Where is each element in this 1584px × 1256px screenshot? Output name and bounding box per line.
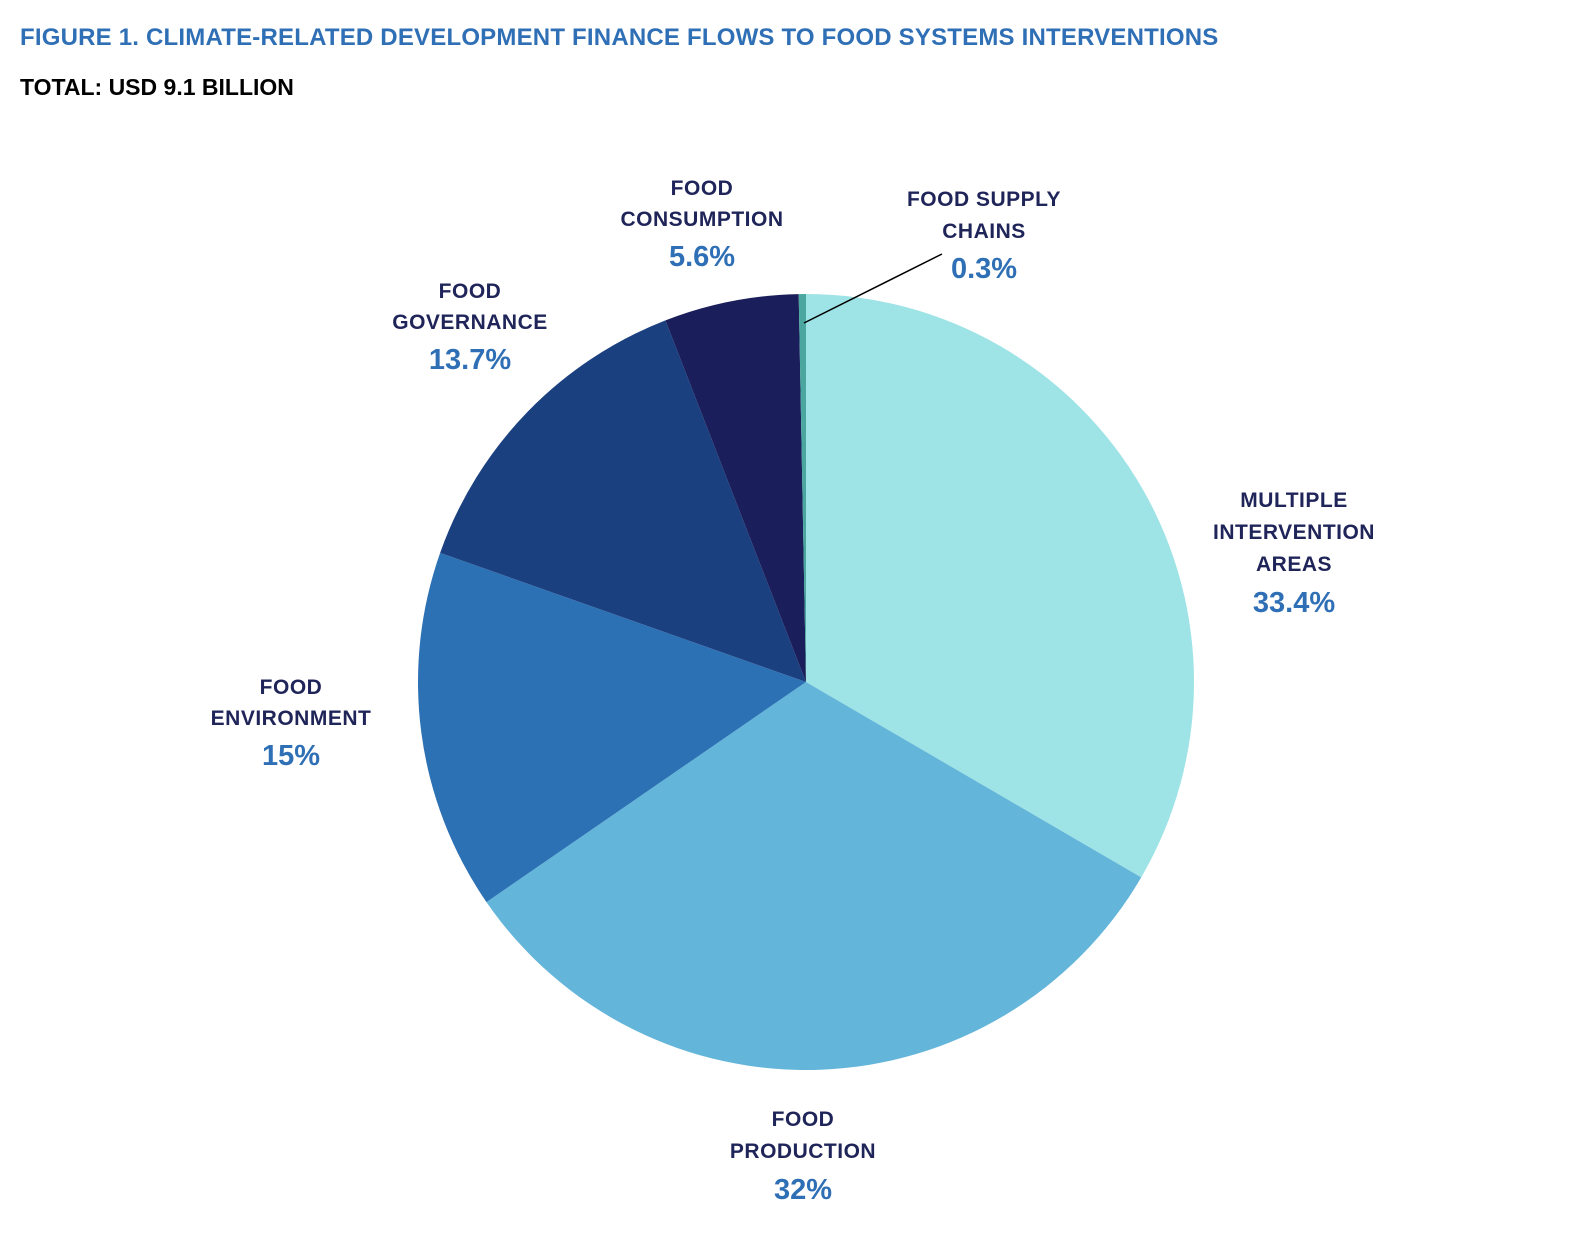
label-line: MULTIPLE bbox=[1240, 489, 1347, 512]
label-line: ENVIRONMENT bbox=[211, 707, 372, 730]
pct-label: 32% bbox=[774, 1174, 832, 1206]
label-food-consumption: FOOD CONSUMPTION 5.6% bbox=[621, 177, 784, 273]
pct-label: 13.7% bbox=[429, 344, 511, 376]
label-multiple-intervention-areas: MULTIPLE INTERVENTION AREAS 33.4% bbox=[1213, 489, 1375, 619]
pct-label: 33.4% bbox=[1253, 587, 1335, 619]
label-line: CONSUMPTION bbox=[621, 208, 784, 231]
label-line: AREAS bbox=[1256, 553, 1332, 576]
pie-slice-food-consumption bbox=[665, 294, 806, 682]
label-line: FOOD bbox=[260, 676, 323, 699]
label-food-production: FOOD PRODUCTION 32% bbox=[730, 1108, 876, 1206]
pie-slice-food-governance bbox=[440, 320, 806, 682]
pct-label: 0.3% bbox=[951, 253, 1017, 285]
pie-slice-food-environment bbox=[417, 552, 806, 903]
label-line: FOOD bbox=[772, 1108, 835, 1131]
label-food-environment: FOOD ENVIRONMENT 15% bbox=[211, 676, 372, 772]
chart-subtitle: TOTAL: USD 9.1 BILLION bbox=[20, 74, 294, 100]
label-line: GOVERNANCE bbox=[392, 311, 548, 334]
label-line: CHAINS bbox=[942, 220, 1026, 243]
pct-label: 5.6% bbox=[669, 241, 735, 273]
pie-slice-multiple-intervention-areas bbox=[806, 294, 1194, 878]
pct-label: 15% bbox=[262, 740, 320, 772]
label-line: INTERVENTION bbox=[1213, 521, 1375, 544]
pie-slice-food-supply-chains bbox=[798, 294, 806, 682]
pie-slice-food-production bbox=[486, 682, 1142, 1070]
leader-line-food-supply-chains bbox=[803, 253, 943, 324]
label-line: PRODUCTION bbox=[730, 1140, 876, 1163]
label-line: FOOD bbox=[439, 280, 502, 303]
label-line: FOOD bbox=[671, 177, 734, 200]
label-food-supply-chains: FOOD SUPPLY CHAINS 0.3% bbox=[907, 188, 1061, 285]
label-food-governance: FOOD GOVERNANCE 13.7% bbox=[392, 280, 548, 376]
label-line: FOOD SUPPLY bbox=[907, 188, 1061, 211]
chart-title: FIGURE 1. CLIMATE-RELATED DEVELOPMENT FI… bbox=[20, 24, 1219, 51]
